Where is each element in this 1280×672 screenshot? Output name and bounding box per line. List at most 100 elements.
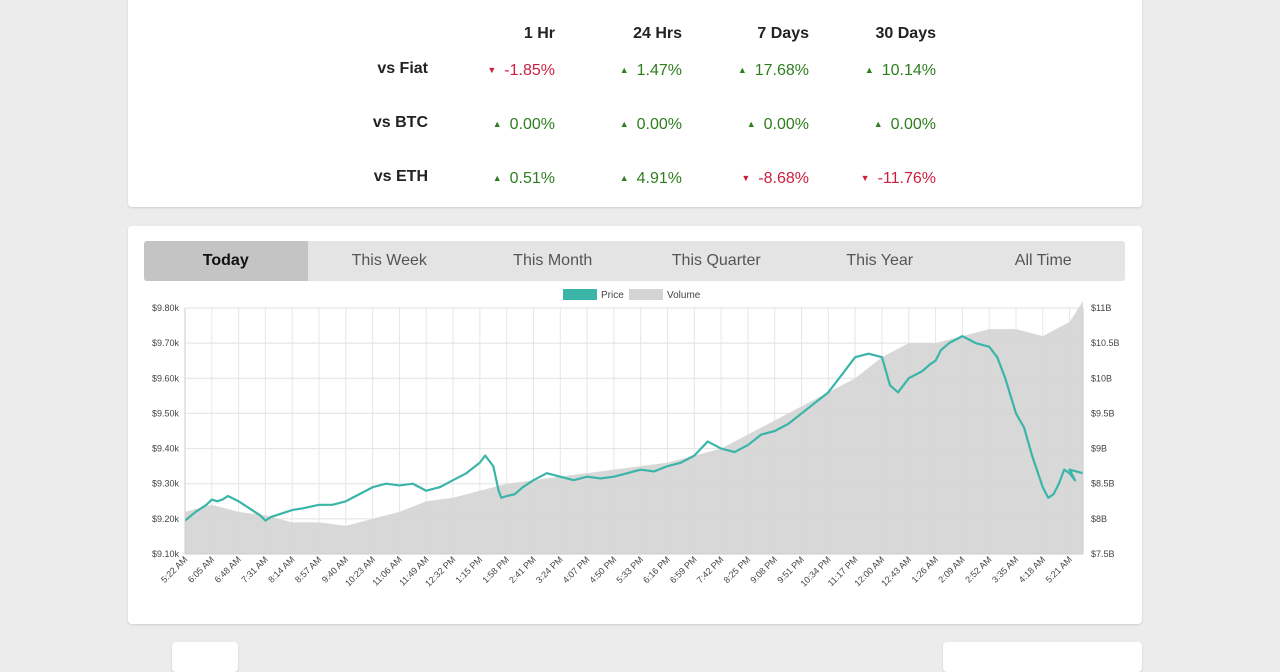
up-arrow-icon: ▲ <box>492 173 502 183</box>
bottom-card-left <box>172 642 238 672</box>
y-left-tick-label: $9.30k <box>152 479 180 489</box>
performance-card: 1 Hr 24 Hrs 7 Days 30 Days vs Fiat vs BT… <box>128 0 1142 207</box>
y-left-tick-label: $9.40k <box>152 444 180 454</box>
row-label-fiat: vs Fiat <box>377 60 428 77</box>
y-right-tick-label: $8.5B <box>1091 479 1115 489</box>
header-7days: 7 Days <box>757 25 809 42</box>
y-right-tick-label: $10B <box>1091 373 1112 383</box>
change-cell: ▲ 0.00% <box>562 116 682 134</box>
change-cell: ▼ -1.85% <box>435 62 555 80</box>
tab-this-year[interactable]: This Year <box>846 252 914 269</box>
x-tick-label: 6:48 AM <box>213 554 243 584</box>
change-value: 10.14% <box>881 62 936 79</box>
up-arrow-icon: ▲ <box>619 119 629 129</box>
x-tick-label: 4:18 AM <box>1017 554 1047 584</box>
x-tick-label: 2:52 AM <box>963 554 993 584</box>
change-value: 17.68% <box>754 62 809 79</box>
y-right-tick-label: $8B <box>1091 514 1107 524</box>
change-cell: ▲ 4.91% <box>562 170 682 188</box>
x-tick-label: 5:33 PM <box>614 554 645 585</box>
up-arrow-icon: ▲ <box>746 119 756 129</box>
y-left-tick-label: $9.50k <box>152 408 180 418</box>
price-volume-chart: $9.10k $9.20k $9.30k $9.40k $9.50k $9.60k $9.7… <box>152 289 1120 589</box>
x-tick-label: 2:41 PM <box>507 554 538 585</box>
change-value: 0.00% <box>636 116 682 133</box>
y-left-tick-label: $9.80k <box>152 303 180 313</box>
up-arrow-icon: ▲ <box>619 65 629 75</box>
row-label-btc: vs BTC <box>372 114 428 131</box>
change-cell: ▲ 0.00% <box>816 116 936 134</box>
up-arrow-icon: ▲ <box>864 65 874 75</box>
x-tick-label: 8:25 PM <box>722 554 753 585</box>
legend-swatch-price <box>563 289 597 300</box>
y-right-tick-label: $9B <box>1091 444 1107 454</box>
up-arrow-icon: ▲ <box>737 65 747 75</box>
x-tick-label: 7:42 PM <box>695 554 726 585</box>
tab-this-quarter[interactable]: This Quarter <box>671 252 761 269</box>
bottom-card-right <box>943 642 1142 672</box>
tab-this-month[interactable]: This Month <box>513 252 593 269</box>
y-right-tick-label: $10.5B <box>1091 338 1120 348</box>
legend-label-price: Price <box>601 290 624 301</box>
price-chart-card: Today This Week This Month This Quarter … <box>128 226 1142 624</box>
change-cell: ▲ 0.00% <box>689 116 809 134</box>
change-cell: ▲ 0.00% <box>435 116 555 134</box>
x-tick-label: 5:21 AM <box>1044 554 1074 584</box>
time-range-tabs: Today This Week This Month This Quarter … <box>144 241 1125 281</box>
y-right-tick-label: $7.5B <box>1091 549 1115 559</box>
up-arrow-icon: ▲ <box>873 119 883 129</box>
tab-today[interactable]: Today <box>144 241 308 281</box>
x-tick-label: 4:07 PM <box>561 554 592 585</box>
x-tick-label: 8:14 AM <box>266 554 296 584</box>
y-left-tick-label: $9.70k <box>152 338 180 348</box>
change-value: -11.76% <box>877 170 936 187</box>
change-cell: ▲ 0.51% <box>435 170 555 188</box>
x-tick-label: 6:05 AM <box>186 554 216 584</box>
change-value: -8.68% <box>758 170 809 187</box>
change-value: 0.00% <box>763 116 809 133</box>
x-tick-label: 4:50 PM <box>588 554 619 585</box>
header-30days: 30 Days <box>875 25 937 42</box>
y-left-tick-label: $9.60k <box>152 373 180 383</box>
up-arrow-icon: ▲ <box>619 173 629 183</box>
y-left-tick-label: $9.10k <box>152 549 180 559</box>
x-tick-label: 6:59 PM <box>668 554 699 585</box>
row-label-eth: vs ETH <box>373 168 428 185</box>
y-right-tick-label: $9.5B <box>1091 408 1115 418</box>
change-cell: ▲ 1.47% <box>562 62 682 80</box>
change-value: 4.91% <box>636 170 682 187</box>
change-value: 0.00% <box>890 116 936 133</box>
x-tick-label: 1:26 AM <box>910 554 940 584</box>
y-left-tick-label: $9.20k <box>152 514 180 524</box>
x-tick-label: 1:15 PM <box>453 554 484 585</box>
change-cell: ▲ 17.68% <box>689 62 809 80</box>
x-tick-label: 3:35 AM <box>990 554 1020 584</box>
x-tick-label: 9:08 PM <box>748 554 779 585</box>
up-arrow-icon: ▲ <box>492 119 502 129</box>
price-line <box>184 335 1084 522</box>
down-arrow-icon: ▼ <box>487 65 497 75</box>
change-value: 0.00% <box>509 116 555 133</box>
x-tick-label: 6:16 PM <box>641 554 672 585</box>
x-tick-label: 7:31 AM <box>239 554 269 584</box>
x-tick-label: 2:09 AM <box>936 554 966 584</box>
header-24hrs: 24 Hrs <box>633 25 682 42</box>
x-tick-label: 8:57 AM <box>293 554 323 584</box>
legend-swatch-volume <box>629 289 663 300</box>
down-arrow-icon: ▼ <box>741 173 751 183</box>
change-value: 1.47% <box>636 62 682 79</box>
change-cell: ▼ -8.68% <box>689 170 809 188</box>
volume-area <box>185 300 1083 554</box>
header-1hr: 1 Hr <box>523 25 555 42</box>
tab-this-week[interactable]: This Week <box>351 252 427 269</box>
legend-label-volume: Volume <box>667 290 701 301</box>
y-right-tick-label: $11B <box>1091 303 1111 313</box>
change-cell: ▼ -11.76% <box>816 170 936 188</box>
change-value: -1.85% <box>504 62 555 79</box>
x-tick-label: 3:24 PM <box>534 554 565 585</box>
down-arrow-icon: ▼ <box>860 173 870 183</box>
tab-all-time[interactable]: All Time <box>1014 252 1072 269</box>
x-tick-label: 1:58 PM <box>480 554 511 585</box>
change-value: 0.51% <box>509 170 555 187</box>
change-cell: ▲ 10.14% <box>816 62 936 80</box>
